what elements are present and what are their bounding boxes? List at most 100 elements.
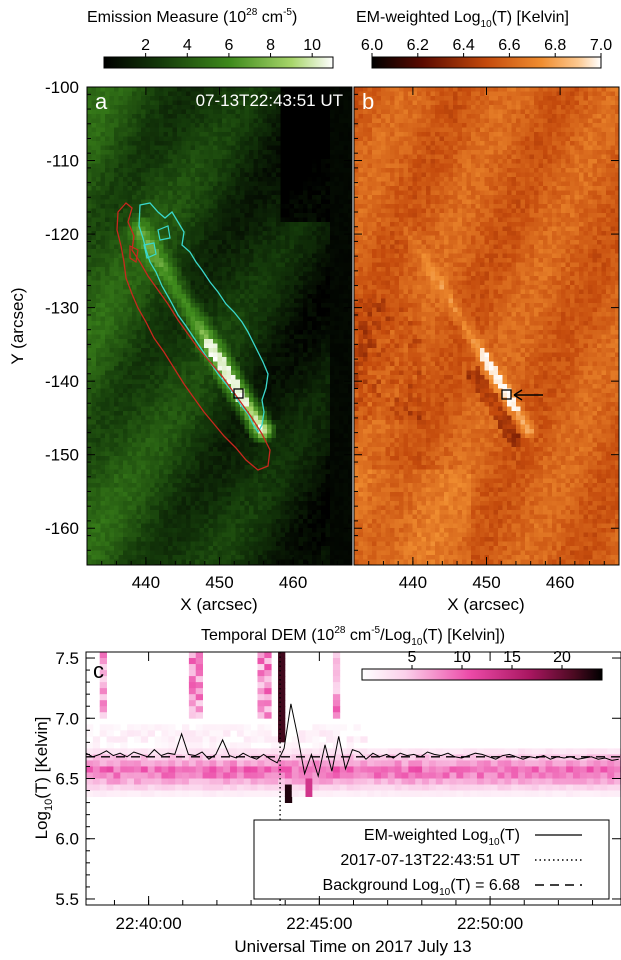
em-pixel [145,456,151,461]
em-pixel [348,231,352,236]
em-pixel [105,190,110,196]
em-pixel [271,118,277,124]
em-pixel [154,222,160,227]
em-pixel [244,154,250,160]
em-pixel [334,271,340,277]
em-pixel [163,447,169,452]
em-pixel [334,402,340,407]
em-pixel [244,136,250,142]
em-pixel [258,168,263,173]
em-pixel [339,181,344,187]
em-pixel [235,186,241,191]
em-pixel [141,141,146,146]
em-pixel [258,294,263,299]
em-pixel [109,375,115,380]
em-pixel [298,307,304,313]
em-pixel [208,109,214,115]
em-pixel [240,271,245,277]
em-pixel [168,181,173,187]
em-pixel [330,375,335,380]
em-pixel [213,348,218,353]
em-pixel [325,249,331,254]
em-pixel [172,159,178,164]
em-pixel [114,199,119,205]
em-pixel [262,334,268,340]
em-pixel [343,415,349,421]
em-pixel [348,87,352,92]
em-pixel [105,208,110,214]
em-pixel [267,298,272,304]
em-pixel [145,402,151,407]
em-pixel [271,312,277,317]
em-pixel [312,91,317,97]
em-pixel [334,244,340,250]
em-pixel [307,357,313,362]
em-pixel [267,325,272,331]
em-pixel [190,118,196,124]
em-pixel [199,100,205,106]
em-pixel [141,262,146,268]
em-pixel [87,406,92,412]
em-pixel [348,366,352,371]
em-pixel [244,177,250,182]
em-pixel [91,114,97,119]
em-pixel [316,267,322,272]
em-pixel [289,168,295,173]
em-pixel [127,316,133,322]
em-pixel [312,375,317,380]
em-pixel [114,253,119,259]
em-pixel [231,438,236,443]
em-pixel [285,253,290,259]
em-pixel [325,109,331,115]
em-pixel [222,271,227,277]
em-pixel [168,357,173,362]
em-pixel [186,321,191,326]
em-pixel [195,366,200,371]
em-pixel [96,276,101,281]
em-pixel [118,118,124,124]
em-pixel [168,136,173,142]
em-pixel [303,267,308,272]
em-pixel [96,289,101,295]
em-pixel [163,168,169,173]
em-pixel [199,442,205,448]
em-pixel [312,163,317,169]
em-pixel [294,456,299,461]
em-pixel [285,267,290,272]
em-pixel [217,276,223,281]
em-pixel [249,384,254,389]
em-pixel [307,285,313,290]
em-pixel [339,411,344,416]
em-pixel [154,262,160,268]
em-pixel [339,285,344,290]
em-pixel [303,334,308,340]
em-pixel [294,285,299,290]
em-pixel [186,298,191,304]
em-pixel [253,150,259,155]
em-pixel [316,262,322,268]
em-pixel [163,114,169,119]
em-pixel [87,420,92,425]
em-pixel [285,276,290,281]
em-pixel [208,370,214,376]
em-pixel [172,420,178,425]
em-pixel [330,357,335,362]
em-pixel [141,357,146,362]
em-pixel [213,375,218,380]
em-pixel [321,366,326,371]
em-pixel [262,442,268,448]
em-pixel [172,249,178,254]
em-pixel [105,123,110,128]
em-pixel [294,244,299,250]
em-pixel [285,429,290,434]
em-pixel [204,280,209,286]
em-pixel [114,217,119,223]
em-pixel [325,460,331,466]
em-pixel [190,100,196,106]
em-pixel [177,240,182,245]
em-pixel [105,352,110,358]
em-pixel [177,370,182,376]
em-pixel [240,312,245,317]
em-pixel [231,334,236,340]
em-pixel [145,181,151,187]
